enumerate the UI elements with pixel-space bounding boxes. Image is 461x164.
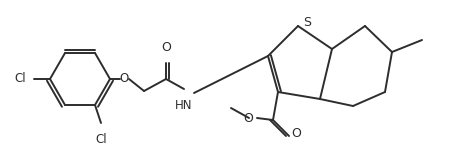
Text: O: O — [119, 72, 129, 85]
Text: O: O — [291, 127, 301, 140]
Text: O: O — [161, 41, 171, 54]
Text: HN: HN — [175, 99, 193, 112]
Text: O: O — [243, 112, 253, 124]
Text: Cl: Cl — [14, 72, 26, 85]
Text: Cl: Cl — [95, 133, 107, 146]
Text: S: S — [303, 16, 311, 29]
